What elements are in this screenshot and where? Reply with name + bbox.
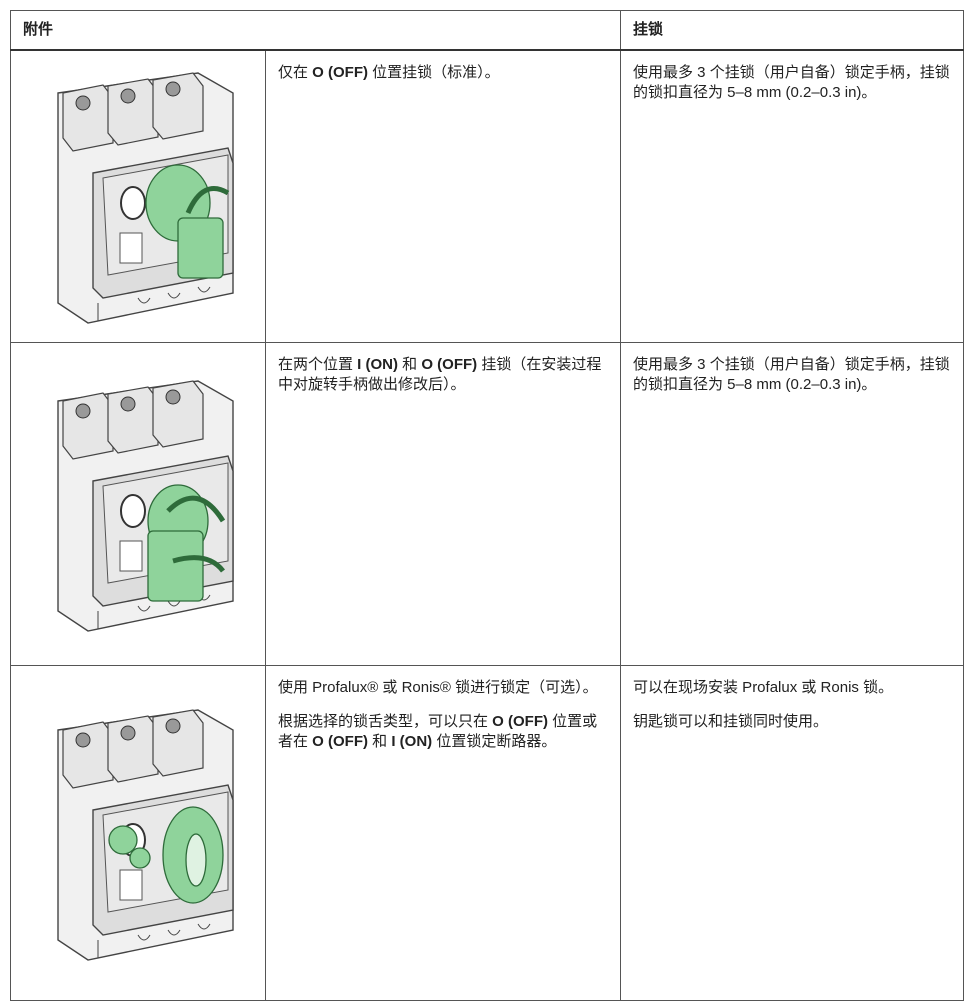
image-cell	[10, 664, 266, 1001]
description-cell: 仅在 O (OFF) 位置挂锁（标准）。	[264, 49, 622, 343]
padlock-cell: 使用最多 3 个挂锁（用户自备）锁定手柄，挂锁的锁扣直径为 5–8 mm (0.…	[620, 341, 965, 666]
paragraph: 使用 Profalux® 或 Ronis® 锁进行锁定（可选）。	[278, 678, 608, 698]
bold-text: O (OFF)	[312, 64, 368, 81]
bold-text: I (ON)	[357, 355, 398, 373]
accessory-table: 附件 挂锁 仅在 O (OFF) 位置挂锁（标准）。 使用最多 3 个挂锁（用户…	[9, 10, 965, 1001]
text: 使用最多 3 个挂锁（用户自备）锁定手柄，挂锁的锁扣直径为 5–8 mm (0.…	[633, 64, 950, 101]
text: 位置或者在	[278, 712, 598, 750]
text: 挂锁（在安装过程中对旋转手柄做出修改后）。	[278, 355, 602, 393]
breaker-image	[28, 690, 248, 970]
paragraph: 可以在现场安装 Profalux 或 Ronis 锁。	[633, 678, 951, 698]
image-cell	[10, 341, 266, 666]
text: 可以在现场安装 Profalux 或 Ronis 锁。	[633, 678, 894, 696]
paragraph: 根据选择的锁舌类型，可以只在 O (OFF) 位置或者在 O (OFF) 和 I…	[278, 712, 608, 752]
text: 使用 Profalux® 或 Ronis® 锁进行锁定（可选）。	[278, 678, 598, 696]
text: 位置锁定断路器。	[432, 732, 557, 750]
padlock-cell: 使用最多 3 个挂锁（用户自备）锁定手柄，挂锁的锁扣直径为 5–8 mm (0.…	[620, 49, 965, 343]
paragraph: 在两个位置 I (ON) 和 O (OFF) 挂锁（在安装过程中对旋转手柄做出修…	[278, 355, 608, 395]
text: 在两个位置	[278, 355, 358, 373]
description-cell: 在两个位置 I (ON) 和 O (OFF) 挂锁（在安装过程中对旋转手柄做出修…	[264, 341, 622, 666]
text: 钥匙锁可以和挂锁同时使用。	[633, 712, 829, 730]
header-cell: 附件	[9, 10, 622, 51]
text: 根据选择的锁舌类型，可以只在	[278, 712, 493, 730]
text: 使用最多 3 个挂锁（用户自备）锁定手柄，挂锁的锁扣直径为 5–8 mm (0.…	[633, 355, 950, 393]
description-cell: 使用 Profalux® 或 Ronis® 锁进行锁定（可选）。 根据选择的锁舌类…	[264, 664, 622, 1001]
bold-text: O (OFF)	[421, 355, 478, 373]
bold-text: O (OFF)	[312, 732, 368, 750]
row: 仅在 O (OFF) 位置挂锁（标准）。 使用最多 3 个挂锁（用户自备）锁定手…	[10, 49, 965, 343]
paragraph: 使用最多 3 个挂锁（用户自备）锁定手柄，挂锁的锁扣直径为 5–8 mm (0.…	[633, 355, 951, 395]
text: 和	[398, 355, 422, 373]
paragraph: 钥匙锁可以和挂锁同时使用。	[633, 712, 951, 732]
image-cell	[10, 49, 266, 343]
bold-text: I (ON)	[391, 732, 433, 750]
header-cell: 挂锁	[620, 10, 965, 51]
breaker-image	[28, 53, 248, 333]
paragraph: 仅在 O (OFF) 位置挂锁（标准）。	[278, 63, 608, 83]
header-row: 附件 挂锁	[9, 10, 965, 51]
bold-text: O (OFF)	[492, 712, 548, 730]
paragraph: 使用最多 3 个挂锁（用户自备）锁定手柄，挂锁的锁扣直径为 5–8 mm (0.…	[633, 63, 951, 103]
text: 仅在	[278, 64, 313, 81]
padlock-cell: 可以在现场安装 Profalux 或 Ronis 锁。 钥匙锁可以和挂锁同时使用。	[620, 664, 965, 1001]
text: 位置挂锁（标准）。	[368, 64, 500, 81]
text: 和	[368, 732, 392, 750]
breaker-image	[28, 361, 248, 641]
row: 使用 Profalux® 或 Ronis® 锁进行锁定（可选）。 根据选择的锁舌类…	[10, 664, 965, 1001]
row: 在两个位置 I (ON) 和 O (OFF) 挂锁（在安装过程中对旋转手柄做出修…	[10, 341, 965, 666]
